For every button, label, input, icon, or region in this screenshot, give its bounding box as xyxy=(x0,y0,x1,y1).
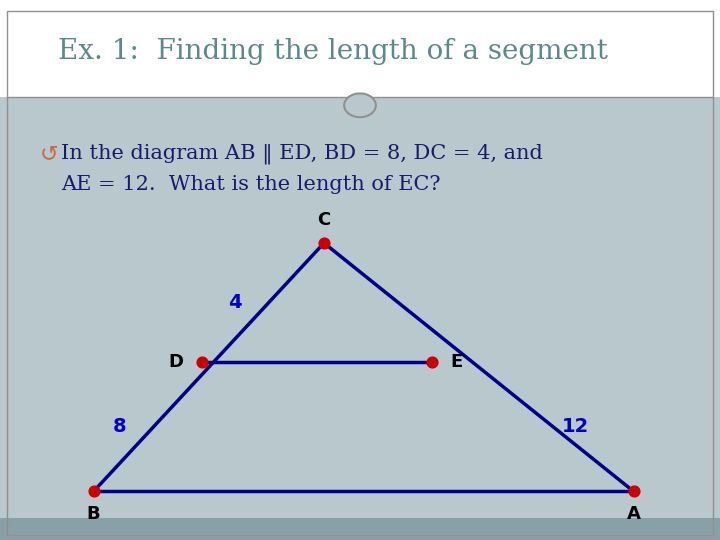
Bar xyxy=(0,97,720,540)
Text: In the diagram AB ‖ ED, BD = 8, DC = 4, and: In the diagram AB ‖ ED, BD = 8, DC = 4, … xyxy=(61,144,543,164)
Text: Ex. 1:  Finding the length of a segment: Ex. 1: Finding the length of a segment xyxy=(58,38,608,65)
Bar xyxy=(0,518,720,540)
Text: B: B xyxy=(87,505,100,523)
Text: A: A xyxy=(626,505,641,523)
Point xyxy=(88,487,99,496)
Point xyxy=(628,487,639,496)
Point xyxy=(426,357,438,366)
Text: AE = 12.  What is the length of EC?: AE = 12. What is the length of EC? xyxy=(61,175,441,194)
Text: C: C xyxy=(318,212,330,230)
Bar xyxy=(0,0,720,97)
Text: 8: 8 xyxy=(112,417,126,436)
Text: ↺: ↺ xyxy=(40,144,58,164)
Text: D: D xyxy=(168,353,184,371)
Point xyxy=(196,357,207,366)
Circle shape xyxy=(344,93,376,117)
Point xyxy=(318,239,330,247)
Text: 12: 12 xyxy=(562,417,589,436)
Text: E: E xyxy=(450,353,462,371)
Text: 4: 4 xyxy=(228,293,241,312)
